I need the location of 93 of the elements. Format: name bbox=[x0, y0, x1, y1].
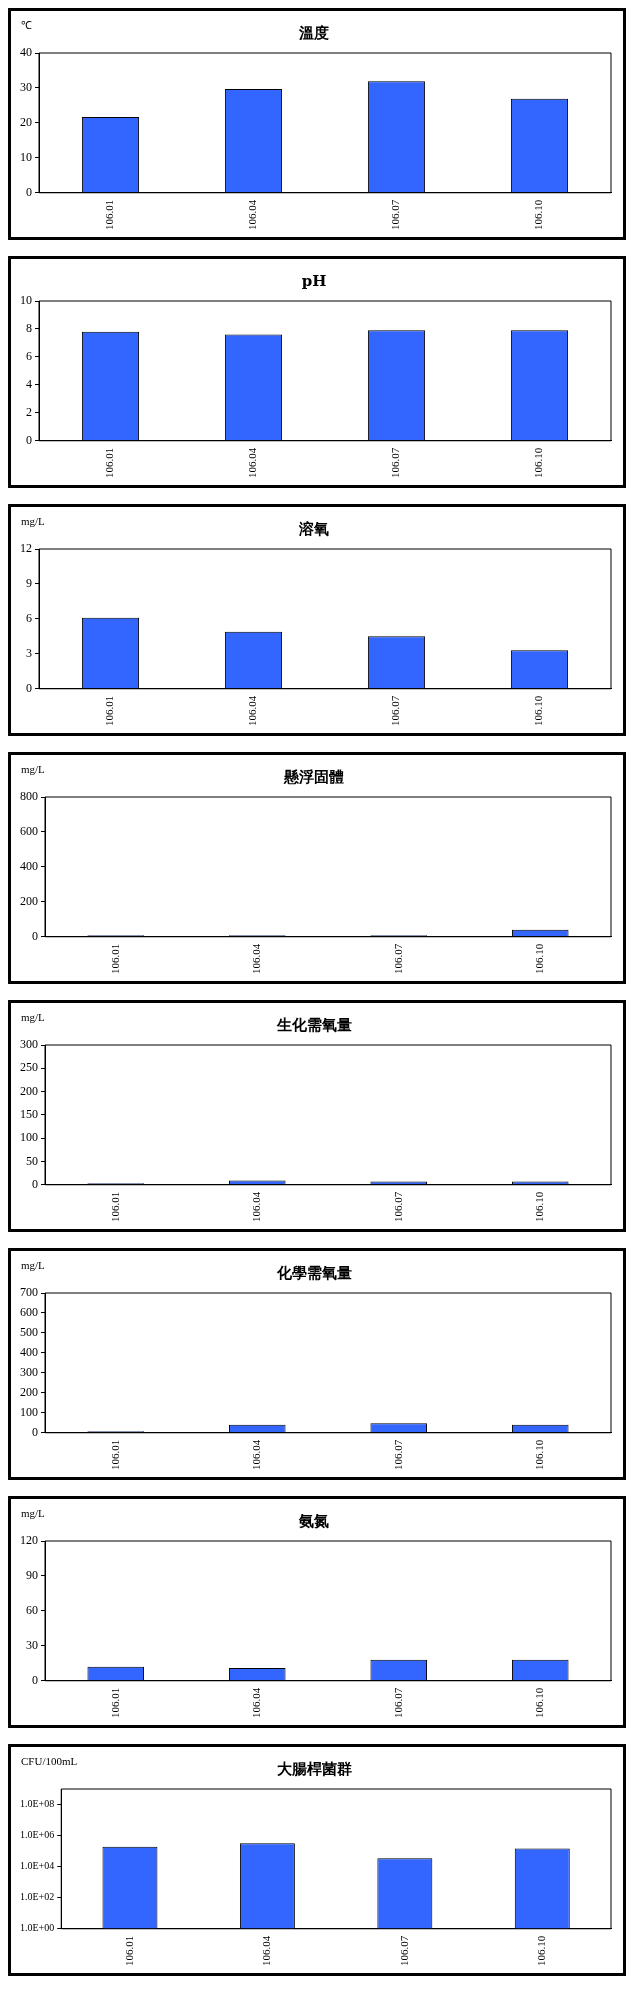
chart-title: pH bbox=[301, 271, 327, 290]
y-tick-label: 1.0E+02 bbox=[20, 1891, 55, 1903]
y-tick-label: 3 bbox=[26, 645, 32, 660]
x-tick-label: 106.04 bbox=[246, 695, 259, 726]
x-tick-label: 106.01 bbox=[108, 1191, 121, 1222]
y-tick-label: 250 bbox=[20, 1060, 38, 1075]
chart-title: 生化需氧量 bbox=[275, 1015, 352, 1034]
y-axis-title: mg/L bbox=[21, 1507, 46, 1520]
y-tick-label: 1.0E+00 bbox=[20, 1922, 55, 1934]
y-axis-title: CFU/100mL bbox=[21, 1755, 78, 1768]
y-tick-label: 50 bbox=[26, 1153, 38, 1168]
x-tick-label: 106.07 bbox=[389, 695, 402, 726]
y-tick-label: 0 bbox=[26, 184, 32, 199]
chart-title: 大腸桿菌群 bbox=[276, 1759, 352, 1778]
y-tick-label: 20 bbox=[20, 115, 32, 130]
x-tick-label: 106.04 bbox=[246, 447, 259, 478]
y-tick-label: 1.0E+06 bbox=[20, 1829, 55, 1841]
y-tick-label: 300 bbox=[20, 1037, 38, 1052]
y-axis-title: mg/L bbox=[21, 515, 46, 528]
x-tick-label: 106.07 bbox=[391, 943, 404, 974]
x-tick-label: 106.04 bbox=[250, 1191, 263, 1222]
y-tick-label: 200 bbox=[20, 893, 38, 908]
y-tick-label: 0 bbox=[26, 432, 32, 447]
x-tick-label: 106.04 bbox=[246, 199, 259, 230]
y-tick-label: 200 bbox=[20, 1384, 38, 1399]
x-tick-label: 106.04 bbox=[250, 943, 263, 974]
x-tick-label: 106.01 bbox=[103, 447, 116, 478]
y-tick-label: 400 bbox=[20, 1345, 38, 1360]
y-tick-label: 0 bbox=[26, 680, 32, 695]
x-tick-label: 106.01 bbox=[122, 1935, 135, 1966]
y-tick-label: 60 bbox=[26, 1603, 38, 1618]
x-tick-label: 106.07 bbox=[397, 1935, 410, 1966]
y-axis-title: mg/L bbox=[21, 1259, 46, 1272]
y-tick-label: 12 bbox=[20, 541, 32, 556]
y-tick-label: 100 bbox=[20, 1404, 38, 1419]
x-tick-label: 106.07 bbox=[391, 1439, 404, 1470]
y-tick-label: 0 bbox=[32, 928, 38, 943]
y-tick-label: 40 bbox=[20, 45, 32, 60]
y-tick-label: 90 bbox=[26, 1568, 38, 1583]
y-tick-label: 30 bbox=[20, 80, 32, 95]
x-tick-label: 106.01 bbox=[108, 943, 121, 974]
y-tick-label: 120 bbox=[20, 1533, 38, 1548]
x-tick-label: 106.01 bbox=[103, 695, 116, 726]
y-tick-label: 300 bbox=[20, 1365, 38, 1380]
y-tick-label: 400 bbox=[20, 859, 38, 874]
y-tick-label: 4 bbox=[26, 377, 32, 392]
x-tick-label: 106.10 bbox=[532, 447, 545, 478]
x-tick-label: 106.07 bbox=[389, 447, 402, 478]
chart-title: 溫度 bbox=[298, 23, 329, 42]
y-tick-label: 200 bbox=[20, 1083, 38, 1098]
x-tick-label: 106.10 bbox=[532, 695, 545, 726]
y-tick-label: 500 bbox=[20, 1325, 38, 1340]
x-tick-label: 106.10 bbox=[533, 1191, 546, 1222]
x-tick-label: 106.10 bbox=[532, 199, 545, 230]
y-tick-label: 10 bbox=[20, 293, 32, 308]
y-tick-label: 0 bbox=[32, 1672, 38, 1687]
y-axis-title: mg/L bbox=[21, 1011, 46, 1024]
x-tick-label: 106.04 bbox=[260, 1935, 273, 1966]
y-tick-label: 8 bbox=[26, 321, 32, 336]
x-tick-label: 106.10 bbox=[533, 1687, 546, 1718]
y-tick-label: 600 bbox=[20, 1305, 38, 1320]
y-tick-label: 800 bbox=[20, 789, 38, 804]
y-tick-label: 6 bbox=[26, 349, 32, 364]
x-tick-label: 106.07 bbox=[389, 199, 402, 230]
y-tick-label: 150 bbox=[20, 1107, 38, 1122]
x-tick-label: 106.10 bbox=[533, 1439, 546, 1470]
x-tick-label: 106.01 bbox=[103, 199, 116, 230]
x-tick-label: 106.04 bbox=[250, 1439, 263, 1470]
y-tick-label: 1.0E+08 bbox=[20, 1798, 55, 1810]
y-axis-title: ℃ bbox=[21, 19, 32, 32]
x-tick-label: 106.07 bbox=[391, 1687, 404, 1718]
x-tick-label: 106.10 bbox=[535, 1935, 548, 1966]
x-tick-label: 106.10 bbox=[533, 943, 546, 974]
y-tick-label: 0 bbox=[32, 1176, 38, 1191]
y-tick-label: 600 bbox=[20, 824, 38, 839]
y-tick-label: 100 bbox=[20, 1130, 38, 1145]
y-tick-label: 0 bbox=[32, 1424, 38, 1439]
y-tick-label: 700 bbox=[20, 1285, 38, 1300]
x-tick-label: 106.04 bbox=[250, 1687, 263, 1718]
y-tick-label: 2 bbox=[26, 404, 32, 419]
x-tick-label: 106.01 bbox=[108, 1687, 121, 1718]
y-tick-label: 1.0E+04 bbox=[20, 1860, 55, 1872]
x-tick-label: 106.01 bbox=[108, 1439, 121, 1470]
y-tick-label: 9 bbox=[26, 576, 32, 591]
y-tick-label: 6 bbox=[26, 611, 32, 626]
chart-title: 懸浮固體 bbox=[283, 767, 344, 786]
y-tick-label: 10 bbox=[20, 149, 32, 164]
chart-title: 化學需氧量 bbox=[275, 1263, 352, 1282]
y-tick-label: 30 bbox=[26, 1637, 38, 1652]
y-axis-title: mg/L bbox=[21, 763, 46, 776]
chart-title: 氨氮 bbox=[298, 1511, 329, 1530]
x-tick-label: 106.07 bbox=[391, 1191, 404, 1222]
chart-title: 溶氧 bbox=[298, 519, 329, 538]
